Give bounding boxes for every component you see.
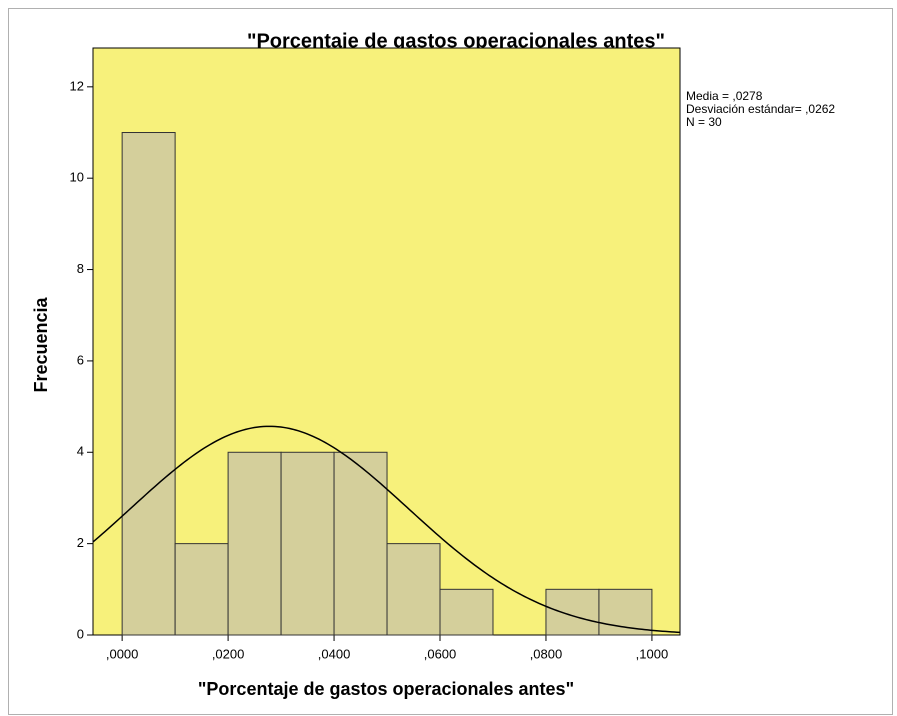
x-tick-label: ,0000 xyxy=(106,646,139,661)
bar xyxy=(227,451,282,636)
bar xyxy=(280,451,335,636)
x-axis-label: "Porcentaje de gastos operacionales ante… xyxy=(198,679,574,699)
y-tick-label: 8 xyxy=(77,261,84,276)
bar xyxy=(121,132,176,636)
bar xyxy=(386,543,441,636)
bar xyxy=(333,451,388,636)
x-tick-label: ,0600 xyxy=(424,646,457,661)
x-tick-label: ,0800 xyxy=(530,646,563,661)
y-tick-label: 12 xyxy=(70,78,84,93)
x-tick-label: ,0400 xyxy=(318,646,351,661)
bar xyxy=(439,588,494,636)
normal-curve xyxy=(92,425,681,634)
bar xyxy=(545,588,600,636)
x-tick-label: ,1000 xyxy=(636,646,669,661)
y-tick-label: 0 xyxy=(77,626,84,641)
y-tick-label: 4 xyxy=(77,444,84,459)
bar xyxy=(598,588,653,636)
y-axis-label: Frecuencia xyxy=(31,296,51,392)
stats-text: Desviación estándar= ,0262 xyxy=(686,102,835,116)
y-tick-label: 6 xyxy=(77,352,84,367)
chart-title: "Porcentaje de gastos operacionales ante… xyxy=(247,30,665,52)
y-tick-label: 10 xyxy=(70,170,84,185)
x-tick-label: ,0200 xyxy=(212,646,245,661)
stats-text: Media = ,0278 xyxy=(686,89,763,103)
bar xyxy=(174,543,229,636)
stats-text: N = 30 xyxy=(686,115,722,129)
y-tick-label: 2 xyxy=(77,535,84,550)
